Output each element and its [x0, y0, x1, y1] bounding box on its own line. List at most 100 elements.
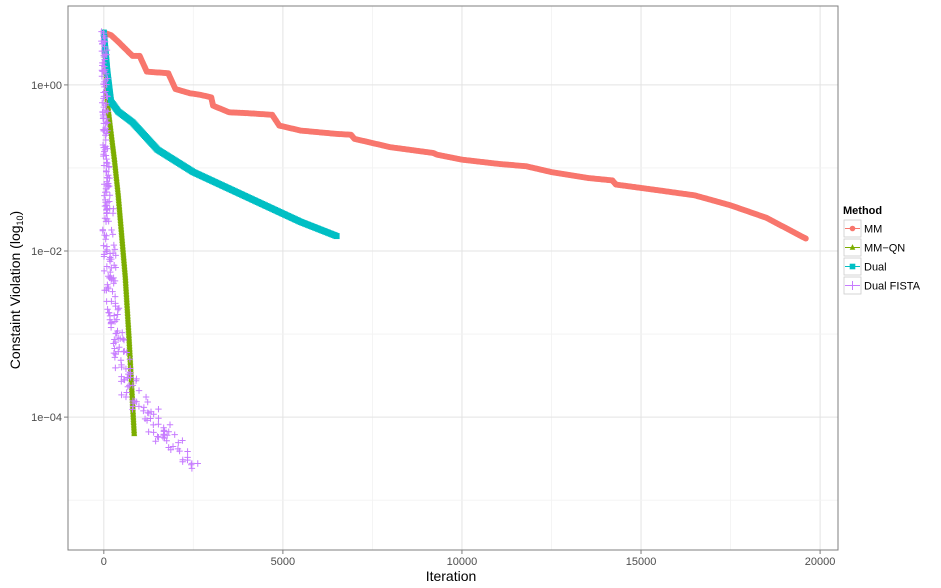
data-point	[99, 99, 106, 106]
data-point	[104, 306, 111, 313]
data-point	[142, 393, 150, 401]
data-point	[114, 327, 121, 335]
data-point	[848, 281, 857, 290]
data-point	[100, 80, 107, 88]
data-point	[126, 356, 134, 363]
data-point	[102, 88, 109, 95]
data-point	[104, 174, 111, 182]
y-axis-ticks: 1e+00 1e−02 1e−04	[31, 80, 68, 424]
data-point	[106, 192, 114, 199]
data-point	[126, 382, 133, 389]
data-point	[99, 227, 107, 234]
series-mm	[100, 29, 809, 242]
data-point	[111, 345, 118, 352]
data-point	[100, 95, 107, 102]
data-point	[98, 73, 106, 80]
data-point	[108, 226, 115, 234]
data-point	[102, 120, 109, 127]
data-point	[135, 403, 143, 410]
data-point	[106, 312, 114, 320]
plot-panel-border	[67, 5, 839, 551]
data-point	[110, 349, 118, 357]
data-point	[102, 51, 109, 58]
data-point	[109, 288, 116, 295]
data-point	[110, 340, 117, 347]
data-point	[102, 218, 110, 225]
y-axis-label: Constaint Violation (log10)	[7, 211, 25, 369]
data-point	[123, 389, 130, 396]
legend-item: Dual FISTA	[843, 276, 921, 295]
x-axis-label: Iteration	[426, 568, 477, 584]
data-point	[105, 163, 113, 171]
legend-item: Dual	[843, 257, 887, 276]
data-point	[119, 329, 126, 336]
data-point	[145, 409, 153, 417]
y-tick-label: 1e+00	[31, 80, 62, 92]
data-point	[163, 432, 171, 439]
data-point	[114, 306, 122, 313]
data-point	[184, 448, 191, 455]
data-point	[107, 324, 115, 331]
data-point	[100, 162, 108, 169]
data-point	[179, 437, 186, 444]
data-point	[107, 274, 114, 281]
legend-label: Dual FISTA	[864, 281, 921, 293]
data-point	[103, 155, 110, 163]
data-point	[171, 431, 178, 438]
data-point	[112, 364, 119, 372]
data-point	[98, 40, 106, 48]
data-point	[120, 336, 128, 344]
data-point	[100, 59, 107, 67]
legend: Method MM MM−QN Dual Dual FISTA	[843, 205, 921, 295]
data-point	[188, 461, 195, 468]
x-tick-label: 0	[101, 556, 107, 568]
data-point	[101, 192, 108, 199]
data-point	[103, 46, 111, 54]
data-point	[100, 144, 107, 151]
data-point	[144, 398, 151, 406]
data-point	[99, 115, 107, 122]
data-point	[135, 387, 143, 394]
data-point	[154, 433, 161, 440]
data-point	[155, 421, 162, 428]
data-point	[184, 456, 191, 464]
data-point	[103, 298, 110, 305]
data-point	[99, 126, 107, 133]
data-point	[104, 145, 111, 152]
data-point	[106, 198, 113, 205]
y-tick-label: 1e−02	[31, 246, 62, 258]
data-point	[115, 304, 123, 312]
legend-label: MM	[864, 224, 882, 236]
data-point	[127, 374, 134, 381]
data-point	[150, 411, 157, 418]
data-point	[194, 460, 201, 467]
data-point	[152, 437, 159, 445]
data-point	[167, 446, 175, 453]
data-point	[99, 108, 106, 116]
data-point	[108, 264, 115, 272]
y-axis-label-close: )	[7, 211, 23, 216]
data-point	[115, 334, 122, 342]
data-point	[849, 225, 856, 232]
data-point	[110, 241, 118, 249]
x-tick-label: 15000	[626, 556, 657, 568]
data-point	[102, 235, 109, 243]
x-tick-label: 20000	[805, 556, 836, 568]
series-dual-fista	[98, 28, 201, 472]
data-point	[110, 280, 117, 287]
legend-title: Method	[843, 205, 882, 217]
data-point	[103, 206, 110, 214]
data-point	[103, 168, 110, 175]
series-layer	[98, 28, 809, 472]
data-point	[124, 383, 132, 390]
series-mm-qn	[100, 28, 138, 437]
data-point	[165, 428, 172, 435]
data-point	[102, 152, 110, 159]
data-point	[106, 256, 113, 263]
data-point	[103, 81, 110, 88]
data-point	[150, 429, 157, 436]
x-tick-label: 5000	[271, 556, 295, 568]
data-point	[103, 232, 110, 239]
legend-item: MM	[843, 219, 882, 238]
data-point	[103, 246, 111, 254]
